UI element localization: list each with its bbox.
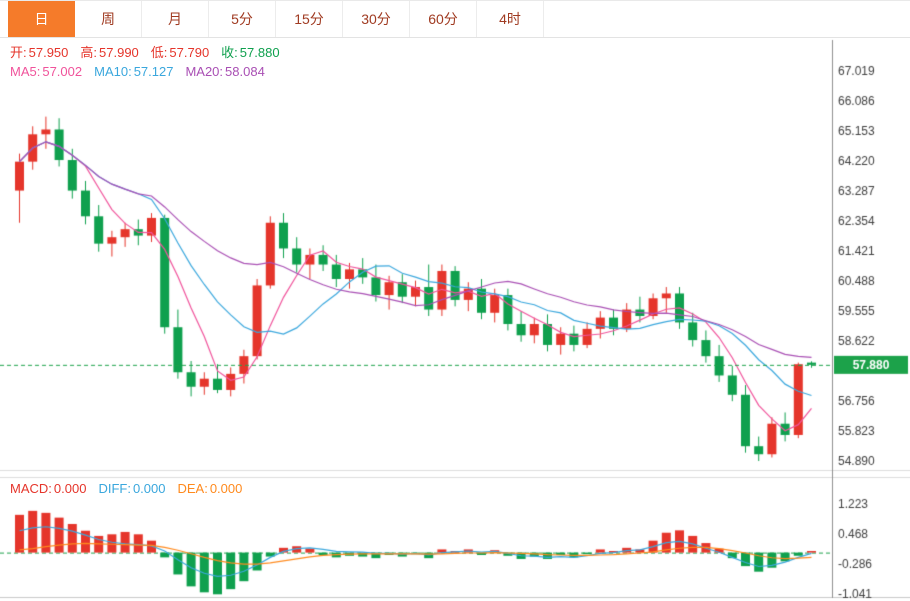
macd-label: MACD: bbox=[10, 481, 52, 496]
timeframe-tabbar: 日 周 月 5分 15分 30分 60分 4时 bbox=[0, 0, 910, 38]
ma20-label: MA20: bbox=[185, 64, 224, 79]
high-value: 57.990 bbox=[99, 45, 139, 60]
macd-legend: MACD: 0.000 DIFF: 0.000 DEA: 0.000 bbox=[10, 481, 254, 497]
tab-month[interactable]: 月 bbox=[142, 1, 209, 37]
tab-15min[interactable]: 15分 bbox=[276, 1, 343, 37]
dea-label: DEA: bbox=[177, 481, 208, 496]
tab-day[interactable]: 日 bbox=[8, 1, 75, 37]
diff-label: DIFF: bbox=[98, 481, 131, 496]
macd-value: 0.000 bbox=[53, 481, 87, 496]
tab-week[interactable]: 周 bbox=[75, 1, 142, 37]
ma10-value: 57.127 bbox=[133, 64, 174, 79]
ma20-value: 58.084 bbox=[225, 64, 265, 79]
tab-60min[interactable]: 60分 bbox=[410, 1, 477, 37]
ma5-label: MA5: bbox=[10, 64, 41, 79]
ma5-value: 57.002 bbox=[42, 64, 83, 79]
tab-5min[interactable]: 5分 bbox=[209, 1, 276, 37]
ma10-label: MA10: bbox=[94, 64, 132, 79]
dea-value: 0.000 bbox=[209, 481, 243, 496]
open-label: 开: bbox=[10, 45, 27, 60]
ma-legend: MA5: 57.002 MA10: 57.127 MA20: 58.084 bbox=[10, 64, 277, 80]
low-label: 低: bbox=[150, 45, 168, 60]
tab-30min[interactable]: 30分 bbox=[343, 1, 410, 37]
open-value: 57.950 bbox=[28, 45, 69, 60]
close-label: 收: bbox=[221, 45, 238, 60]
tab-4hour[interactable]: 4时 bbox=[477, 1, 544, 37]
high-label: 高: bbox=[80, 45, 98, 60]
close-value: 57.880 bbox=[239, 45, 280, 60]
diff-value: 0.000 bbox=[132, 481, 166, 496]
low-value: 57.790 bbox=[169, 45, 210, 60]
ohlc-legend: 开: 57.950 高: 57.990 低: 57.790 收: 57.880 bbox=[10, 45, 292, 61]
